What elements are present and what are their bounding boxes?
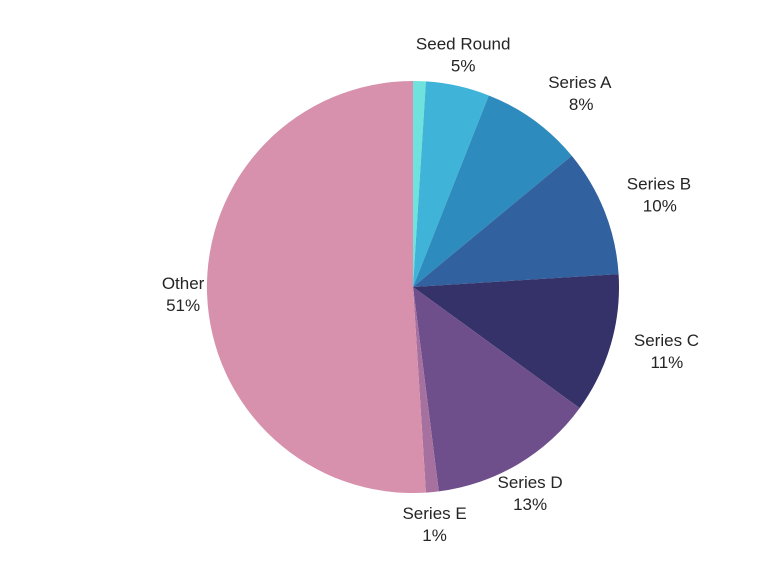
slice-callout-series-a: Series A 8% (548, 73, 612, 114)
pie-slice-other[interactable] (206, 80, 426, 493)
slice-label: Series C (634, 331, 699, 350)
slice-label: Series D (498, 473, 563, 492)
pie-slice-series-c[interactable] (413, 274, 619, 409)
slice-value: 13% (513, 495, 547, 514)
slice-callout-series-d: Series D 13% (498, 473, 563, 514)
slice-callout-series-c: Series C 11% (634, 331, 699, 372)
slice-callout-series-e: Series E 1% (402, 504, 466, 545)
slice-value: 51% (166, 296, 200, 315)
slice-label: Series B (627, 174, 691, 193)
slice-callout-series-b: Series B 10% (627, 174, 691, 215)
slice-label: Other (162, 274, 205, 293)
slice-value: 11% (651, 353, 684, 372)
slice-label: Series A (548, 73, 612, 92)
slice-label: Series E (402, 504, 466, 523)
pie-slice-series-a[interactable] (413, 95, 572, 287)
pie-slice-seed-round[interactable] (413, 81, 489, 287)
pie-slice-unlabeled[interactable] (413, 81, 426, 287)
pie-slice-series-d[interactable] (413, 287, 580, 492)
slice-value: 10% (643, 196, 677, 215)
slice-label: Seed Round (416, 35, 511, 54)
slice-callout-seed-round: Seed Round 5% (416, 35, 511, 76)
slice-value: 1% (422, 526, 447, 545)
pie-slice-series-e[interactable] (413, 287, 439, 493)
slice-callout-other: Other 51% (162, 274, 205, 315)
pie-slice-series-b[interactable] (413, 155, 619, 287)
slice-value: 5% (451, 57, 476, 76)
slice-value: 8% (569, 95, 594, 114)
pie-slices (206, 80, 619, 493)
